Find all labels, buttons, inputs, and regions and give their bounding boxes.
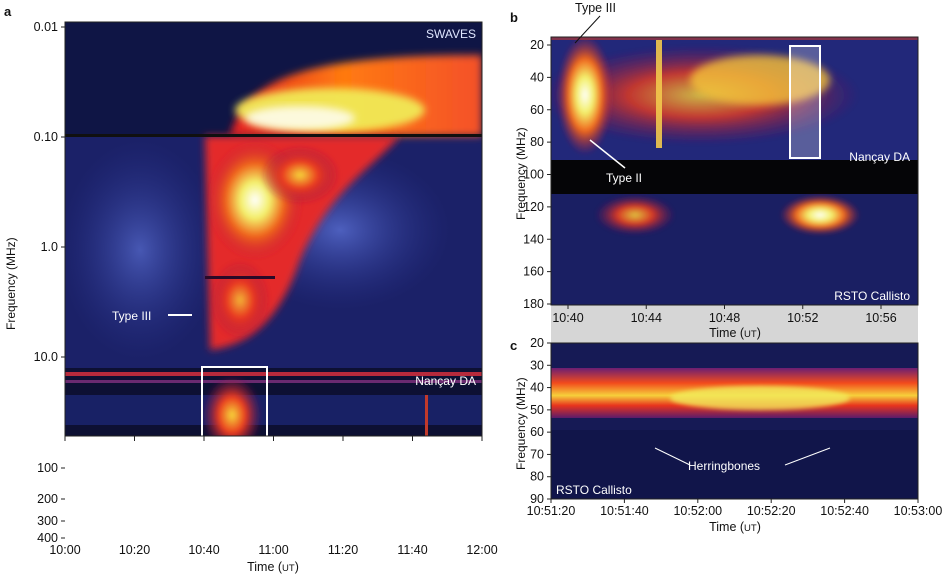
panel-b-frame xyxy=(550,36,919,306)
panel-b-ytick-label: 180 xyxy=(523,297,544,311)
panel-c-xtick-label: 10:51:20 xyxy=(527,504,576,518)
herringbones-pointer-right xyxy=(784,447,831,466)
panel-c-frame xyxy=(550,342,919,500)
herringbones-pointer-left xyxy=(654,447,691,466)
panel-c-xtick-label: 10:52:40 xyxy=(820,504,869,518)
label-nancay-a: Nançay DA xyxy=(415,374,476,388)
panel-c-xtick-label: 10:52:00 xyxy=(673,504,722,518)
panel-b-ytick-label: 40 xyxy=(530,70,544,84)
label-callisto-c: RSTO Callisto xyxy=(556,483,632,497)
panel-a-letter: a xyxy=(4,4,12,19)
panel-a-ytick-label: 400 xyxy=(37,531,58,545)
panel-a-xtick-label: 10:20 xyxy=(119,543,150,557)
panel-c-ytick-label: 60 xyxy=(530,425,544,439)
label-swaves: SWAVES xyxy=(426,27,476,41)
panel-b-zoom-box xyxy=(789,45,821,159)
label-type3-a: Type III xyxy=(112,309,151,323)
panel-a-xtick-label: 12:00 xyxy=(466,543,497,557)
panel-c-ytick-label: 50 xyxy=(530,403,544,417)
panel-b-ytick-label: 80 xyxy=(530,135,544,149)
panel-c-letter: c xyxy=(510,338,517,353)
panel-c-ylabel: Frequency (MHz) xyxy=(514,377,528,470)
panel-a-xtick-label: 11:40 xyxy=(397,543,427,557)
panel-c-xtick-label: 10:53:00 xyxy=(894,504,943,518)
panel-b-ytick-label: 20 xyxy=(530,38,544,52)
panel-a-ytick-label: 1.0 xyxy=(41,240,58,254)
panel-b-xtick-label: 10:44 xyxy=(631,311,662,325)
panel-a-xtick-label: 11:00 xyxy=(258,543,288,557)
panel-a-spectrogram xyxy=(65,22,482,436)
panel-b-ylabel: Frequency (MHz) xyxy=(514,127,528,220)
panel-c-spectrogram xyxy=(551,343,918,499)
panel-a-ytick-label: 0.01 xyxy=(34,20,58,34)
panel-a-ytick-label: 0.10 xyxy=(34,130,58,144)
panel-b-xtick-label: 10:56 xyxy=(865,311,896,325)
panel-b-ytick-label: 120 xyxy=(523,200,544,214)
panel-b-ytick-label: 60 xyxy=(530,103,544,117)
panel-a-ytick-label: 10.0 xyxy=(34,350,58,364)
panel-a-ylabel: Frequency (MHz) xyxy=(4,237,18,330)
panel-b-ytick-label: 140 xyxy=(523,232,544,246)
panel-b-xtick-label: 10:40 xyxy=(552,311,583,325)
panel-a-ytick-label: 200 xyxy=(37,492,58,506)
label-callisto-b: RSTO Callisto xyxy=(834,289,910,303)
axis-ticks: 10:00 10:20 10:40 11:00 11:20 11:40 12:00 0.01 0… xyxy=(34,20,943,557)
panel-c-ytick-label: 40 xyxy=(530,381,544,395)
panel-b-letter: b xyxy=(510,10,518,25)
panel-a-ytick-label: 300 xyxy=(37,514,58,528)
panel-b-ytick-label: 160 xyxy=(523,265,544,279)
panel-a-zoom-box xyxy=(201,366,268,499)
panel-c-ytick-label: 70 xyxy=(530,447,544,461)
panel-c-xlabel: Time (UT) xyxy=(709,520,761,534)
panel-b-spectrogram xyxy=(551,37,918,305)
label-nancay-b: Nançay DA xyxy=(849,150,910,164)
panel-c-ytick-label: 30 xyxy=(530,358,544,372)
label-type3-b: Type III xyxy=(575,1,616,15)
type2-b-pointer xyxy=(589,139,626,169)
panel-c-ytick-label: 80 xyxy=(530,470,544,484)
panel-c-ytick-label: 20 xyxy=(530,336,544,350)
type3-b-pointer xyxy=(574,15,601,44)
label-herringbones: Herringbones xyxy=(688,459,760,473)
panel-a-xtick-label: 11:20 xyxy=(328,543,358,557)
panel-b-highlight xyxy=(790,46,820,158)
panel-a-xtick-label: 10:40 xyxy=(188,543,219,557)
panel-b-xtick-label: 10:52 xyxy=(787,311,818,325)
panel-b-ytick-label: 100 xyxy=(523,168,544,182)
label-callisto-a: RSTO Callisto xyxy=(400,472,476,486)
panel-c-xtick-label: 10:52:20 xyxy=(747,504,796,518)
label-type2-b: Type II xyxy=(606,171,642,185)
panel-c-ytick-label: 90 xyxy=(530,492,544,506)
panel-b-xlabel: Time (UT) xyxy=(709,326,761,340)
panel-c-xtick-label: 10:51:40 xyxy=(600,504,649,518)
panel-a-ytick-label: 100 xyxy=(37,461,58,475)
panel-a-xtick-label: 10:00 xyxy=(49,543,80,557)
panel-a-xlabel: Time (UT) xyxy=(247,560,299,574)
panel-b-xtick-label: 10:48 xyxy=(709,311,740,325)
